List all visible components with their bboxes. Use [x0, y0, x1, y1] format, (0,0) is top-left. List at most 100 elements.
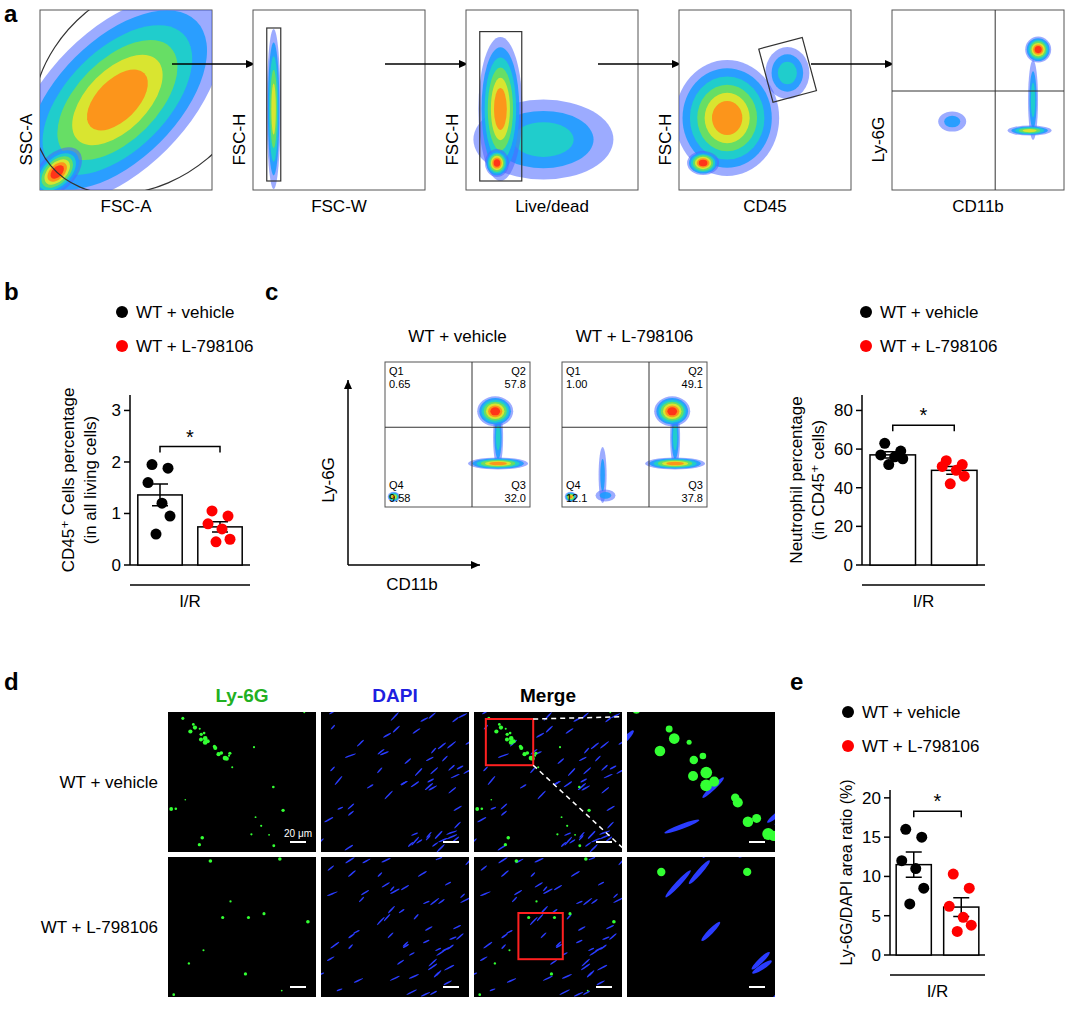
density [494, 159, 501, 167]
ly6g-signal [578, 844, 581, 847]
quadrant-name: Q4 [566, 479, 581, 491]
nucleus [588, 947, 595, 951]
column-header: Ly-6G [215, 685, 268, 706]
clipped [172, 857, 309, 996]
clipped [896, 824, 979, 955]
y-tick [884, 915, 890, 917]
nucleus [687, 859, 712, 886]
ly6g-signal [200, 836, 204, 840]
nucleus [581, 963, 591, 971]
data-point [958, 912, 969, 923]
ly6g-signal [505, 737, 509, 741]
quadrant-name: Q1 [566, 365, 581, 377]
y-axis-title: Ly-6G [869, 117, 888, 163]
nucleus [431, 747, 437, 754]
ly6g-signal [203, 736, 208, 741]
nucleus [581, 785, 590, 791]
density [488, 68, 513, 151]
ly6g-signal [690, 756, 698, 764]
row-label: WT + vehicle [60, 773, 158, 792]
density [699, 160, 708, 167]
density [690, 76, 765, 159]
data-point [225, 534, 236, 545]
clipped [169, 712, 305, 847]
nucleus [514, 890, 523, 896]
quadrant-name: Q4 [389, 479, 404, 491]
nucleus [337, 806, 343, 810]
nucleus [589, 844, 598, 852]
ly6g-signal [561, 816, 563, 818]
density [687, 151, 719, 175]
nucleus [417, 871, 427, 878]
density [712, 101, 742, 135]
nucleus [501, 870, 510, 877]
nucleus [388, 905, 396, 913]
nucleus [613, 893, 619, 898]
clipped [870, 438, 977, 565]
nucleus [574, 992, 584, 997]
ly6g-signal [700, 767, 712, 779]
ly6g-signal [216, 752, 220, 756]
nucleus [413, 914, 419, 920]
density [489, 154, 504, 172]
nucleus [543, 712, 552, 721]
y-axis-title: (in all living cells) [81, 416, 100, 544]
ly6g-signal [272, 844, 275, 847]
nucleus [606, 925, 614, 930]
nucleus [411, 836, 420, 846]
nucleus [598, 881, 605, 886]
ly6g-signal [490, 799, 492, 801]
ly6g-signal [559, 746, 561, 748]
nucleus [435, 947, 442, 951]
nucleus [345, 857, 355, 864]
y-tick-label: 20 [834, 517, 853, 536]
nucleus [377, 748, 385, 755]
plot-frame [466, 10, 638, 190]
ly6g-signal [743, 868, 751, 876]
nucleus [397, 959, 405, 965]
nucleus [436, 844, 445, 852]
ly6g-signal [556, 833, 558, 835]
ly6g-signal [515, 859, 519, 863]
nucleus [596, 980, 605, 986]
plot-frame [253, 10, 425, 190]
y-tick [124, 410, 130, 412]
nucleus [627, 729, 635, 746]
nucleus [663, 818, 700, 836]
nucleus [438, 899, 445, 905]
nucleus [590, 742, 599, 750]
density [1023, 129, 1037, 132]
y-axis-title: FSC-H [230, 114, 249, 166]
ly6g-signal [534, 755, 536, 757]
nucleus [435, 857, 442, 861]
nucleus [362, 858, 371, 864]
ly6g-signal [709, 777, 719, 787]
nucleus [423, 900, 430, 904]
y-tick [856, 448, 862, 450]
plot-frame [385, 362, 530, 507]
density [40, 10, 212, 190]
ly6g-signal [229, 900, 231, 902]
density [600, 459, 605, 491]
clipped [627, 712, 775, 852]
ly6g-signal [733, 797, 743, 807]
group-line [890, 974, 985, 976]
density [486, 404, 505, 419]
clipped [473, 32, 613, 181]
nucleus [512, 896, 518, 902]
clipped [627, 857, 775, 997]
nucleus [354, 978, 364, 984]
ly6g-signal [475, 807, 479, 811]
density [689, 152, 717, 173]
flow-panel: cWT + vehicleQ10.65Q257.8Q332.0Q49.58WT … [265, 278, 707, 594]
data-point [944, 901, 955, 912]
nucleus [559, 989, 570, 996]
nucleus [583, 767, 592, 775]
data-point [217, 523, 228, 534]
ly6g-signal [250, 833, 252, 835]
y-axis-title: Ly-6G [319, 457, 338, 503]
nucleus [367, 784, 374, 789]
nucleus [425, 926, 433, 931]
data-point [937, 461, 948, 472]
nucleus [536, 732, 545, 738]
